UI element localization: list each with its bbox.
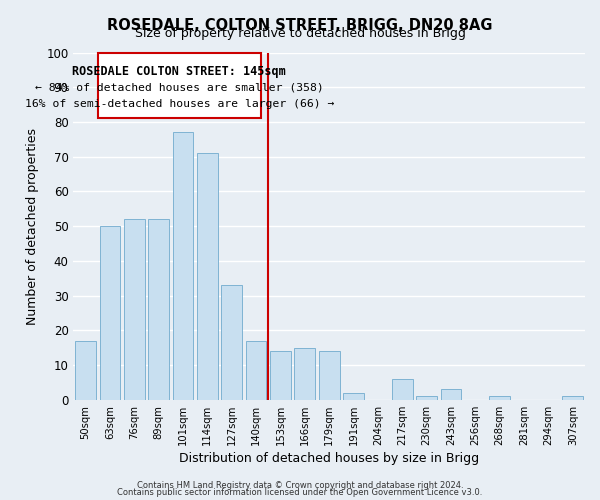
- Text: 16% of semi-detached houses are larger (66) →: 16% of semi-detached houses are larger (…: [25, 100, 334, 110]
- Text: ROSEDALE COLTON STREET: 145sqm: ROSEDALE COLTON STREET: 145sqm: [73, 64, 286, 78]
- Bar: [319, 351, 340, 400]
- Bar: [98, 52, 261, 118]
- Bar: [562, 396, 583, 400]
- Bar: [148, 219, 169, 400]
- Text: ROSEDALE, COLTON STREET, BRIGG, DN20 8AG: ROSEDALE, COLTON STREET, BRIGG, DN20 8AG: [107, 18, 493, 32]
- Bar: [197, 153, 218, 400]
- X-axis label: Distribution of detached houses by size in Brigg: Distribution of detached houses by size …: [179, 452, 479, 465]
- Text: Contains public sector information licensed under the Open Government Licence v3: Contains public sector information licen…: [118, 488, 482, 497]
- Bar: [416, 396, 437, 400]
- Bar: [392, 379, 413, 400]
- Bar: [295, 348, 315, 400]
- Bar: [75, 341, 96, 400]
- Bar: [173, 132, 193, 400]
- Bar: [440, 390, 461, 400]
- Bar: [221, 285, 242, 400]
- Bar: [270, 351, 291, 400]
- Bar: [490, 396, 510, 400]
- Bar: [100, 226, 120, 400]
- Text: Contains HM Land Registry data © Crown copyright and database right 2024.: Contains HM Land Registry data © Crown c…: [137, 480, 463, 490]
- Y-axis label: Number of detached properties: Number of detached properties: [26, 128, 40, 324]
- Text: ← 84% of detached houses are smaller (358): ← 84% of detached houses are smaller (35…: [35, 82, 324, 92]
- Bar: [343, 393, 364, 400]
- Bar: [124, 219, 145, 400]
- Text: Size of property relative to detached houses in Brigg: Size of property relative to detached ho…: [134, 28, 466, 40]
- Bar: [246, 341, 266, 400]
